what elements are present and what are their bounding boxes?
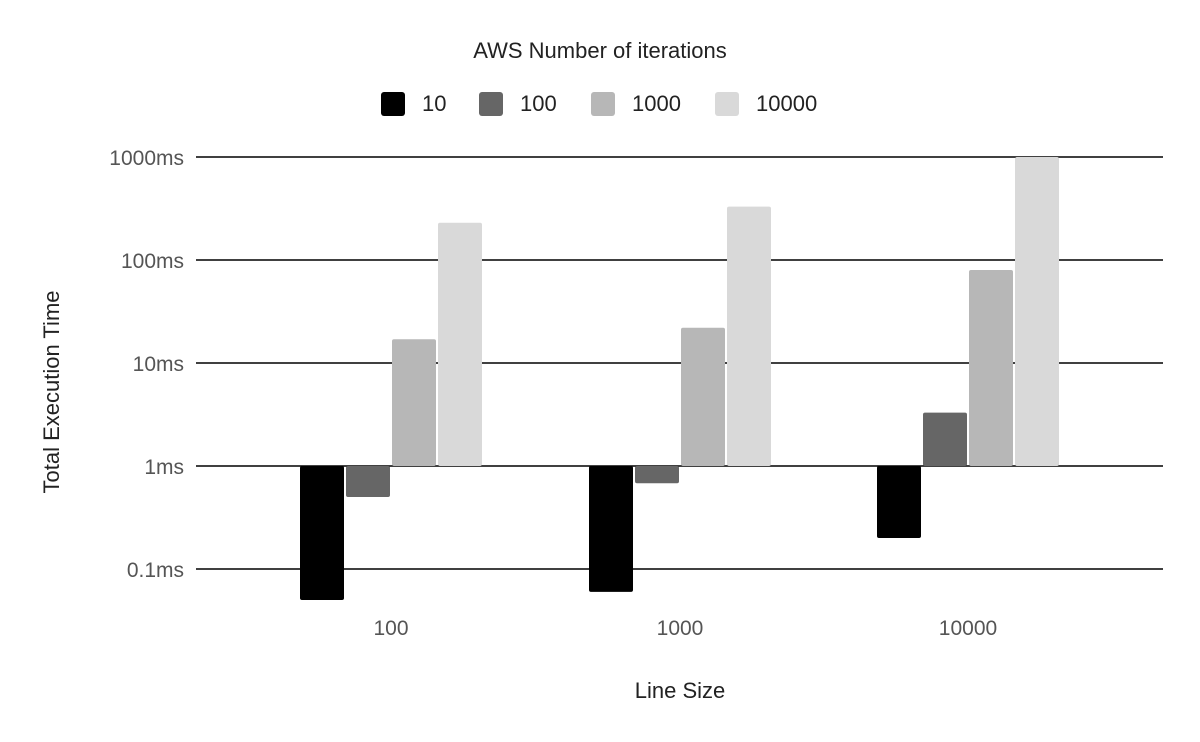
bar-1000-100 — [392, 339, 436, 466]
y-axis-ticks: 0.1ms 1ms 10ms 100ms 1000ms — [109, 147, 184, 582]
y-axis-title: Total Execution Time — [39, 291, 64, 494]
legend-label: 10000 — [756, 91, 817, 116]
y-tick-label: 0.1ms — [127, 559, 184, 582]
legend-swatch — [381, 92, 405, 116]
bar-1000-10000 — [969, 269, 1013, 466]
legend-swatch — [479, 92, 503, 116]
legend-swatch — [591, 92, 615, 116]
bar-100-1000 — [635, 466, 679, 484]
legend-swatch — [715, 92, 739, 116]
legend-item-1000: 1000 — [591, 91, 681, 116]
y-tick-label: 100ms — [121, 250, 184, 273]
bar-10000-1000 — [727, 206, 771, 466]
bar-100-10000 — [923, 412, 967, 466]
legend-item-100: 100 — [479, 91, 557, 116]
bar-10-1000 — [589, 466, 633, 592]
bar-10-100 — [300, 466, 344, 601]
legend-item-10000: 10000 — [715, 91, 817, 116]
bar-10-10000 — [877, 466, 921, 538]
bar-10000-100 — [438, 222, 482, 466]
legend-label: 10 — [422, 91, 446, 116]
x-axis-title: Line Size — [635, 678, 726, 703]
bar-1000-1000 — [681, 327, 725, 466]
x-tick-label: 1000 — [657, 617, 704, 640]
bars — [300, 157, 1059, 601]
legend-item-10: 10 — [381, 91, 446, 116]
y-tick-label: 1ms — [144, 456, 184, 479]
legend: 10 100 1000 10000 — [381, 91, 817, 116]
bar-10000-10000 — [1015, 157, 1059, 466]
legend-label: 1000 — [632, 91, 681, 116]
x-axis-ticks: 100 1000 10000 — [373, 617, 997, 640]
bar-100-100 — [346, 466, 390, 498]
chart-title: AWS Number of iterations — [473, 38, 727, 63]
x-tick-label: 10000 — [939, 617, 997, 640]
y-tick-label: 10ms — [133, 353, 184, 376]
y-tick-label: 1000ms — [109, 147, 184, 170]
legend-label: 100 — [520, 91, 557, 116]
x-tick-label: 100 — [373, 617, 408, 640]
